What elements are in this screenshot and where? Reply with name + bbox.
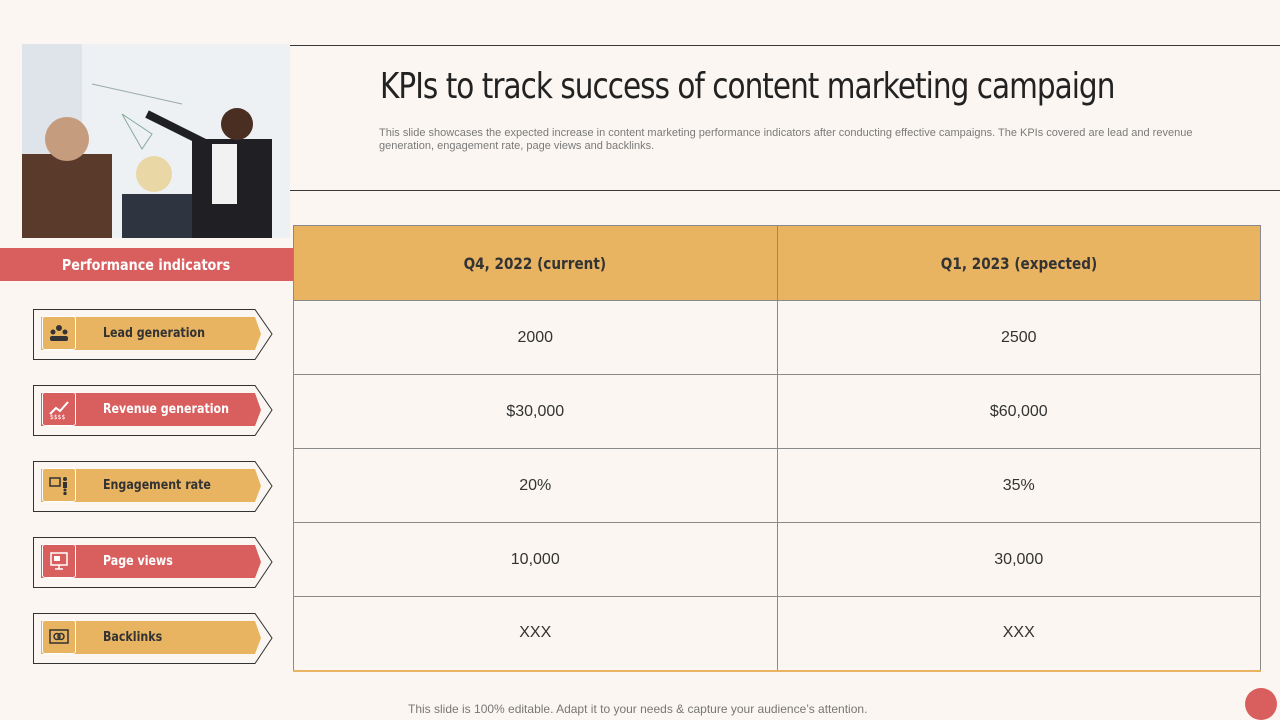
- table-cell: $60,000: [776, 374, 1261, 449]
- table-cell: 35%: [776, 448, 1261, 523]
- svg-text:$$$$: $$$$: [50, 414, 65, 420]
- indicator-frame: [33, 461, 273, 512]
- table-cell: 20%: [293, 448, 778, 523]
- table-cell: XXX: [293, 596, 778, 672]
- table-cell: 30,000: [776, 522, 1261, 597]
- top-divider: [290, 45, 1280, 46]
- monitor-icon: [42, 544, 76, 578]
- table-cell: 2500: [776, 300, 1261, 375]
- banner-label: Performance indicators: [62, 255, 231, 274]
- indicator-frame: [33, 309, 273, 360]
- indicator-label: Revenue generation: [103, 401, 229, 417]
- indicator-page-views: Page views: [33, 537, 273, 589]
- indicator-engagement-rate: Engagement rate: [33, 461, 273, 513]
- indicator-frame: [33, 385, 273, 436]
- table-row: 2000 2500: [293, 300, 1261, 375]
- column-header-expected: Q1, 2023 (expected): [776, 225, 1261, 301]
- table-header-row: Q4, 2022 (current) Q1, 2023 (expected): [293, 225, 1261, 301]
- decorative-circle: [1245, 688, 1277, 720]
- indicator-frame: [33, 537, 273, 588]
- indicator-label: Page views: [103, 553, 173, 569]
- table-cell: XXX: [776, 596, 1261, 672]
- presentation-icon: [42, 468, 76, 502]
- indicator-lead-generation: Lead generation: [33, 309, 273, 361]
- growth-chart-icon: $$$$: [42, 392, 76, 426]
- link-icon: [42, 620, 76, 654]
- indicator-backlinks: Backlinks: [33, 613, 273, 665]
- table-cell: 2000: [293, 300, 778, 375]
- page-subtitle: This slide showcases the expected increa…: [379, 127, 1193, 152]
- indicator-frame: [33, 613, 273, 664]
- indicator-label: Engagement rate: [103, 477, 211, 493]
- column-header-current: Q4, 2022 (current): [293, 225, 778, 301]
- indicator-label: Backlinks: [103, 629, 163, 645]
- table-cell: $30,000: [293, 374, 778, 449]
- page-title: KPIs to track success of content marketi…: [380, 66, 1115, 107]
- table-row: 20% 35%: [293, 448, 1261, 523]
- kpi-table: Q4, 2022 (current) Q1, 2023 (expected) 2…: [293, 225, 1261, 672]
- footer-note: This slide is 100% editable. Adapt it to…: [408, 702, 868, 716]
- indicator-revenue-generation: $$$$ Revenue generation: [33, 385, 273, 437]
- table-cell: 10,000: [293, 522, 778, 597]
- table-row: $30,000 $60,000: [293, 374, 1261, 449]
- table-row: 10,000 30,000: [293, 522, 1261, 597]
- users-icon: [42, 316, 76, 350]
- table-row: XXX XXX: [293, 596, 1261, 672]
- meeting-photo: [22, 44, 290, 238]
- header-divider: [290, 190, 1280, 191]
- performance-indicators-banner: Performance indicators: [0, 248, 293, 281]
- indicator-label: Lead generation: [103, 325, 205, 341]
